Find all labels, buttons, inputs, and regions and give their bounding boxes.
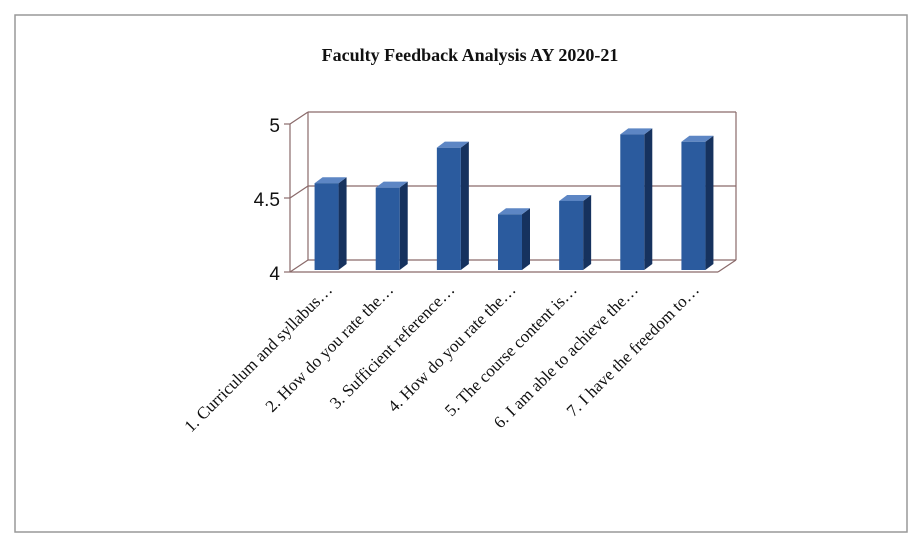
y-tick-label: 5 — [269, 116, 280, 137]
grid-line — [289, 259, 309, 273]
bar-top — [436, 141, 469, 148]
bar — [681, 141, 706, 270]
bar — [620, 134, 645, 270]
bar-side — [644, 128, 653, 270]
bar-top — [681, 135, 714, 142]
bar-side — [460, 141, 469, 270]
grid-line — [289, 111, 309, 125]
bar-side — [583, 194, 592, 270]
bar — [436, 147, 461, 270]
bar-side — [399, 181, 408, 270]
bar-side — [338, 177, 347, 270]
bar-top — [314, 177, 347, 184]
bar-top — [620, 128, 653, 135]
bar-top — [559, 194, 592, 201]
grid-line — [289, 185, 309, 199]
chart-frame — [14, 14, 908, 533]
bar-side — [522, 208, 530, 270]
y-tick-label: 4.5 — [254, 190, 280, 211]
bar-side — [705, 135, 714, 270]
bar — [498, 214, 522, 270]
y-tick-label: 4 — [269, 264, 280, 285]
bar — [559, 200, 584, 270]
bar-top — [375, 181, 408, 188]
bar — [375, 187, 400, 270]
bar-top — [498, 208, 530, 215]
chart-title: Faculty Feedback Analysis AY 2020-21 — [322, 45, 619, 65]
bar — [314, 183, 339, 270]
floor-line — [717, 259, 737, 273]
